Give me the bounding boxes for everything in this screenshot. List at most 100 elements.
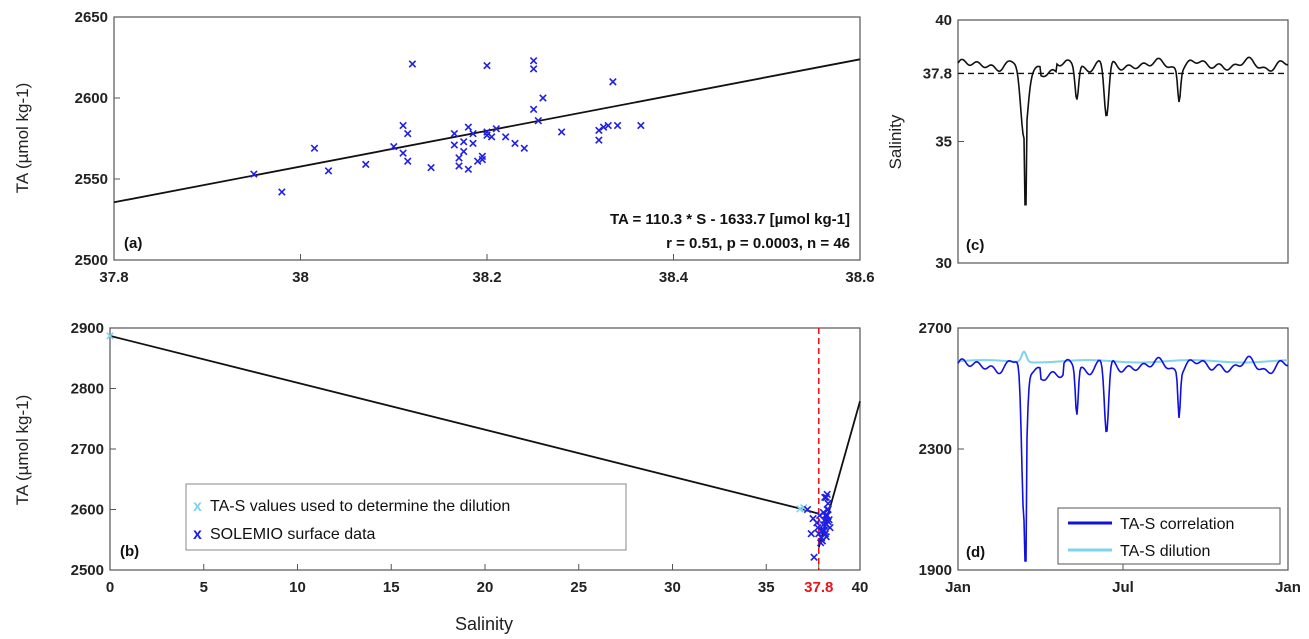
data-point (595, 136, 603, 144)
data-point (501, 133, 510, 141)
data-point (803, 505, 812, 514)
data-point (450, 141, 459, 149)
x-tick-label-b: 20 (477, 579, 494, 596)
data-point (599, 123, 608, 131)
data-point (823, 490, 831, 499)
data-point (403, 129, 412, 138)
y-tick-label-c: 30 (935, 255, 952, 272)
y-tick-label-b: 2800 (71, 381, 104, 398)
data-point (106, 332, 114, 340)
y-tick-label-a: 2500 (75, 252, 108, 269)
data-point (362, 160, 370, 169)
y-tick-label-d: 2700 (919, 320, 952, 337)
panel-label-a: (a) (124, 235, 142, 252)
data-point (826, 523, 834, 532)
data-point (529, 105, 538, 114)
data-point (529, 56, 538, 65)
y-tick-label-b: 2500 (71, 562, 104, 579)
data-point (389, 142, 398, 151)
data-point (557, 128, 566, 136)
legend-label-dilution: TA-S values used to determine the diluti… (210, 498, 510, 515)
legend-label-solemio: SOLEMIO surface data (210, 526, 376, 543)
y-tick-label-a: 2600 (75, 90, 108, 107)
x-tick-label-b: 40 (852, 579, 869, 596)
data-point (450, 129, 459, 138)
data-point (637, 121, 645, 130)
panel-b: 2500 2600 2700 2800 2900 0 5 10 15 20 25 30 35 37.8 4… (13, 320, 868, 634)
x-tick-label-a: 38.6 (845, 269, 874, 286)
legend-label-dilution-d: TA-S dilution (1120, 543, 1210, 560)
data-point (469, 139, 477, 148)
data-point (529, 65, 538, 73)
data-point (613, 121, 622, 130)
x-tick-label-a: 38.4 (659, 269, 689, 286)
legend-d: TA-S correlation TA-S dilution (1057, 507, 1281, 565)
data-point (399, 149, 407, 157)
data-point (459, 137, 468, 146)
x-tick-label-d: Jul (1112, 579, 1134, 596)
x-tick-label-a: 38.2 (472, 269, 501, 286)
legend-box (185, 483, 627, 551)
legend-label-correlation: TA-S correlation (1120, 516, 1234, 533)
y-tick-label-d: 2300 (919, 441, 952, 458)
y-tick-label-c: 37.8 (923, 65, 952, 82)
x-tick-label-b: 25 (570, 579, 587, 596)
x-tick-label-b: 35 (758, 579, 775, 596)
data-point (469, 129, 477, 138)
panel-label-c: (c) (966, 237, 984, 254)
data-point (534, 116, 543, 125)
y-axis-label-a: TA (µmol kg-1) (13, 83, 32, 194)
x-tick-label-b: 37.8 (804, 579, 833, 596)
data-point (455, 162, 463, 170)
panel-label-d: (d) (966, 544, 985, 561)
y-axis-label-b: TA (µmol kg-1) (13, 395, 32, 506)
x-tick-label-d: Jan (1275, 579, 1301, 596)
data-point (459, 147, 468, 156)
y-tick-label-b: 2600 (71, 502, 104, 519)
data-point (604, 121, 612, 130)
fit-line (113, 58, 861, 204)
data-point (824, 505, 832, 514)
y-tick-label-b: 2700 (71, 441, 104, 458)
data-point (455, 154, 463, 162)
data-point (250, 170, 258, 178)
x-tick-label-b: 5 (200, 579, 208, 596)
data-point (824, 499, 832, 508)
legend-b: x TA-S values used to determine the dilu… (185, 483, 627, 551)
data-point (310, 144, 319, 152)
data-point (464, 165, 473, 174)
data-point (807, 529, 816, 538)
panel-d: 1900 2300 2700 Jan Jul Jan (d) TA-S correlat… (919, 320, 1301, 596)
y-tick-label-a: 2650 (75, 9, 108, 26)
x-tick-label-a: 38 (292, 269, 309, 286)
data-point (609, 78, 617, 86)
correlation-line (957, 355, 1288, 562)
data-point (478, 155, 487, 164)
legend-marker-solemio: x (193, 526, 202, 543)
data-point (595, 126, 603, 135)
data-point (492, 125, 501, 133)
x-tick-label-a: 37.8 (99, 269, 128, 286)
panel-c: 30 35 37.8 40 (c) Salinity (886, 12, 1289, 272)
salinity-line (957, 56, 1289, 206)
x-tick-label-d: Jan (945, 579, 971, 596)
data-point (324, 167, 333, 175)
data-point (814, 523, 822, 532)
data-point (408, 60, 417, 68)
data-point (427, 163, 435, 172)
data-point (403, 157, 412, 165)
x-tick-label-b: 10 (289, 579, 306, 596)
data-point (520, 144, 529, 152)
y-tick-label-c: 35 (935, 134, 952, 151)
equation-text: TA = 110.3 * S - 1633.7 [µmol kg-1] (610, 211, 850, 228)
y-tick-label-a: 2550 (75, 171, 108, 188)
data-point (799, 503, 808, 512)
data-point (487, 133, 496, 141)
data-point (464, 123, 473, 131)
data-point (818, 537, 827, 545)
data-point (278, 188, 286, 196)
legend-marker-dilution: x (193, 498, 202, 515)
x-tick-label-b: 15 (383, 579, 400, 596)
